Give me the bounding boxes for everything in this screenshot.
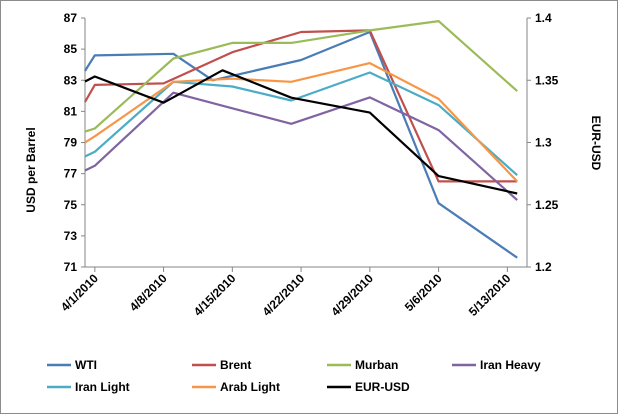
- y2-tick-label: 1.25: [535, 198, 559, 212]
- y-tick-label: 87: [64, 11, 78, 25]
- y-tick-label: 77: [64, 167, 78, 181]
- legend-label-eur-usd: EUR-USD: [355, 380, 410, 394]
- series-line-iran-light: [84, 71, 518, 177]
- legend-label-arab-light: Arab Light: [220, 380, 280, 394]
- series-line-murban: [84, 20, 518, 133]
- y-tick-label: 83: [64, 73, 78, 87]
- legend-label-iran-light: Iran Light: [75, 380, 130, 394]
- legend-label-iran-heavy: Iran Heavy: [480, 358, 541, 372]
- y-tick-label: 81: [64, 104, 78, 118]
- series-line-eur-usd: [84, 69, 518, 195]
- y-tick-label: 79: [64, 136, 78, 150]
- y2-tick-label: 1.2: [535, 260, 552, 274]
- legend-label-wti: WTI: [75, 358, 97, 372]
- y-tick-label: 75: [64, 198, 78, 212]
- y2-tick-label: 1.3: [535, 136, 552, 150]
- series-line-wti: [84, 30, 518, 259]
- y-tick-label: 73: [64, 229, 78, 243]
- legend-label-brent: Brent: [220, 358, 251, 372]
- legend-label-murban: Murban: [355, 358, 398, 372]
- y-tick-label: 71: [64, 260, 78, 274]
- series-line-iran-heavy: [84, 91, 518, 201]
- y-axis-title: USD per Barrel: [24, 127, 38, 212]
- series-line-arab-light: [84, 62, 518, 183]
- y2-axis-title: EUR-USD: [589, 116, 603, 171]
- y-tick-label: 85: [64, 42, 78, 56]
- y2-tick-label: 1.4: [535, 11, 552, 25]
- y2-tick-label: 1.35: [535, 73, 559, 87]
